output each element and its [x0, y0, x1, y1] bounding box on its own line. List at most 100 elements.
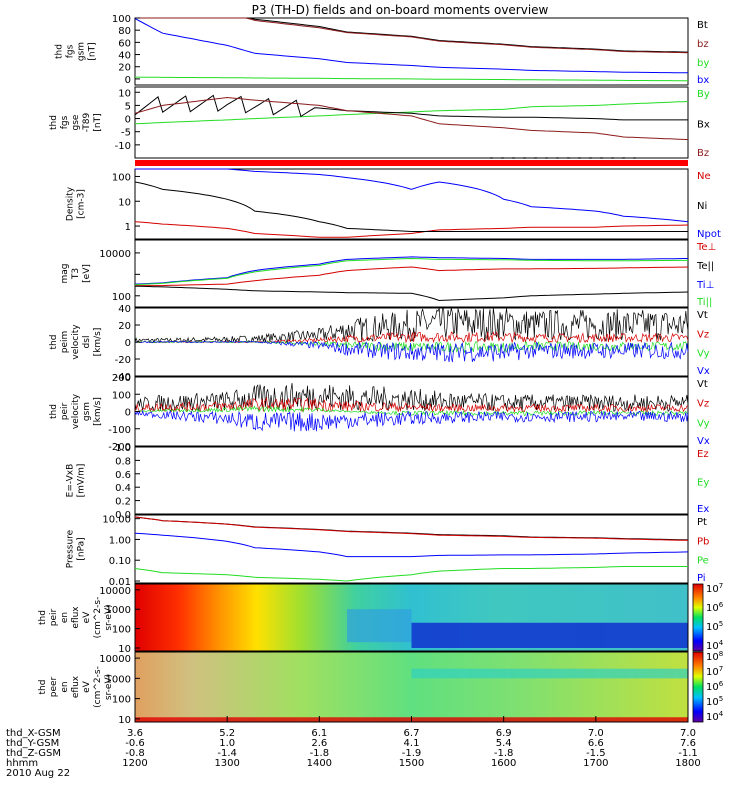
y-axis-label: eV: [82, 680, 92, 693]
x-date-label: 2010 Aug 22: [6, 768, 70, 779]
x-row-value: -1.8: [310, 748, 330, 759]
series-Pb-line: [134, 516, 689, 541]
y-tick-label: 200: [112, 373, 131, 384]
y-axis-label: thd: [49, 115, 59, 130]
panel-frame: [134, 86, 689, 159]
plot-title: P3 (TH-D) fields and on-board moments ov…: [252, 3, 549, 17]
legend-Vt: Vt: [697, 310, 708, 321]
y-axis-label: thd: [38, 610, 48, 625]
y-tick-label: -100: [108, 425, 131, 436]
panel-frame: [134, 168, 689, 240]
x-row-value: 1300: [214, 758, 239, 769]
legend-Vz: Vz: [697, 329, 709, 340]
spectrogram-transition-band: [346, 609, 412, 643]
y-tick-label: 80: [118, 26, 131, 37]
y-axis-label: Pressure: [66, 529, 76, 568]
y-tick-label: 10000: [99, 249, 131, 260]
panel-frame: [134, 446, 689, 515]
y-axis-label: mag: [60, 264, 70, 284]
y-tick-label: -200: [108, 442, 131, 453]
series-By-line: [134, 101, 689, 125]
legend-by: by: [697, 58, 709, 69]
legend-Ni: Ni: [697, 201, 707, 212]
colorbar-tick-label: 105: [706, 695, 723, 708]
y-axis-label: gsm: [77, 42, 87, 61]
series-Vt-line: [134, 307, 689, 344]
series-Ti-line: [134, 256, 688, 285]
y-axis-label: eflux: [71, 606, 81, 629]
legend-Bz: Bz: [697, 148, 709, 159]
y-axis-label: thd: [49, 404, 59, 419]
y-axis-label: sr-eV): [104, 604, 114, 630]
y-axis-label: thd: [38, 680, 48, 695]
y-axis-label: en: [60, 612, 70, 623]
y-axis-label: thd: [55, 44, 65, 59]
series-Npot-line: [135, 168, 689, 223]
series-Ne-line: [134, 221, 689, 238]
y-axis-label: -T89: [82, 113, 92, 133]
x-row-value: 6.7: [404, 728, 420, 739]
y-axis-label: E=-VxB: [66, 464, 76, 498]
series-Pi-line: [134, 532, 689, 558]
colorbar-tick-label: 107: [706, 665, 723, 678]
y-tick-label: 0.8: [115, 456, 131, 467]
y-tick-label: 10: [118, 88, 131, 99]
y-tick-label: 0: [125, 408, 131, 419]
y-axis-label: (cm^2-s-: [93, 666, 103, 708]
x-row-label: thd_X-GSM: [6, 728, 61, 739]
legend-Ey: Ey: [697, 478, 709, 489]
y-axis-label: peir: [60, 402, 70, 420]
y-tick-label: 0.2: [115, 497, 131, 508]
y-tick-label: 0.10: [109, 556, 131, 567]
legend-Vt: Vt: [697, 379, 708, 390]
y-axis-label: dsl: [82, 336, 92, 349]
y-axis-label: velocity: [71, 324, 81, 360]
x-row-label: thd_Y-GSM: [6, 738, 59, 749]
x-row-value: 2.6: [311, 738, 327, 749]
series-Te-line: [135, 266, 689, 287]
series-Pe-line: [134, 566, 688, 582]
y-tick-label: 100: [112, 695, 131, 706]
panel-density: Ne Ni Npot 1 10 100 Density [cm-3]: [66, 168, 721, 240]
y-tick-label: 0: [125, 75, 131, 86]
x-row-value: 7.0: [588, 728, 604, 739]
panel-frame: [134, 17, 689, 86]
x-row-value: 1600: [491, 758, 516, 769]
y-tick-label: 10: [118, 715, 131, 726]
y-tick-label: 10: [118, 644, 131, 655]
series-by-line: [135, 76, 688, 82]
x-row-value: 4.1: [404, 738, 420, 749]
legend-Vx: Vx: [697, 366, 710, 377]
y-axis-label: [nPa]: [77, 537, 87, 560]
series-Bx-line: [134, 94, 688, 121]
colorbar: [692, 583, 704, 652]
y-tick-label: 20: [118, 321, 131, 332]
panel-fgs_gse_components: By Bx Bz -10 -5 0 5 10 thd fgs gse -T89 [nT]: [49, 86, 710, 159]
colorbar: [692, 651, 704, 723]
panel-temperature: Te⊥ Te|| Ti⊥ Ti|| 100 10000 mag T3 [eV]: [60, 239, 716, 308]
legend-Ex: Ex: [697, 504, 709, 515]
legend-Pb: Pb: [697, 536, 709, 547]
series-Te-line: [134, 285, 689, 302]
series-bz-line: [135, 17, 689, 54]
y-axis-label: fgs: [66, 44, 76, 58]
legend-Ti: Ti||: [696, 297, 712, 308]
series-Vx-line: [134, 340, 689, 363]
x-row-value: -0.6: [125, 738, 145, 749]
series-Pt-line: [134, 516, 689, 541]
legend-Pi: Pi: [697, 573, 706, 584]
y-axis-label: peir: [49, 608, 59, 626]
series-Ni-line: [134, 181, 688, 232]
colorbar-tick-label: 107: [706, 582, 723, 595]
y-axis-label: eflux: [71, 675, 81, 698]
legend-Vy: Vy: [697, 349, 710, 360]
y-axis-label: [eV]: [82, 264, 92, 283]
y-tick-label: -10: [115, 141, 131, 152]
y-tick-label: 0: [125, 338, 131, 349]
colorbar-tick-label: 105: [706, 620, 723, 633]
x-row-value: 1500: [399, 758, 424, 769]
legend-Npot: Npot: [697, 229, 721, 240]
x-row-value: 6.9: [496, 728, 512, 739]
series-Vz-line: [135, 331, 689, 344]
legend-Bt: Bt: [697, 20, 708, 31]
